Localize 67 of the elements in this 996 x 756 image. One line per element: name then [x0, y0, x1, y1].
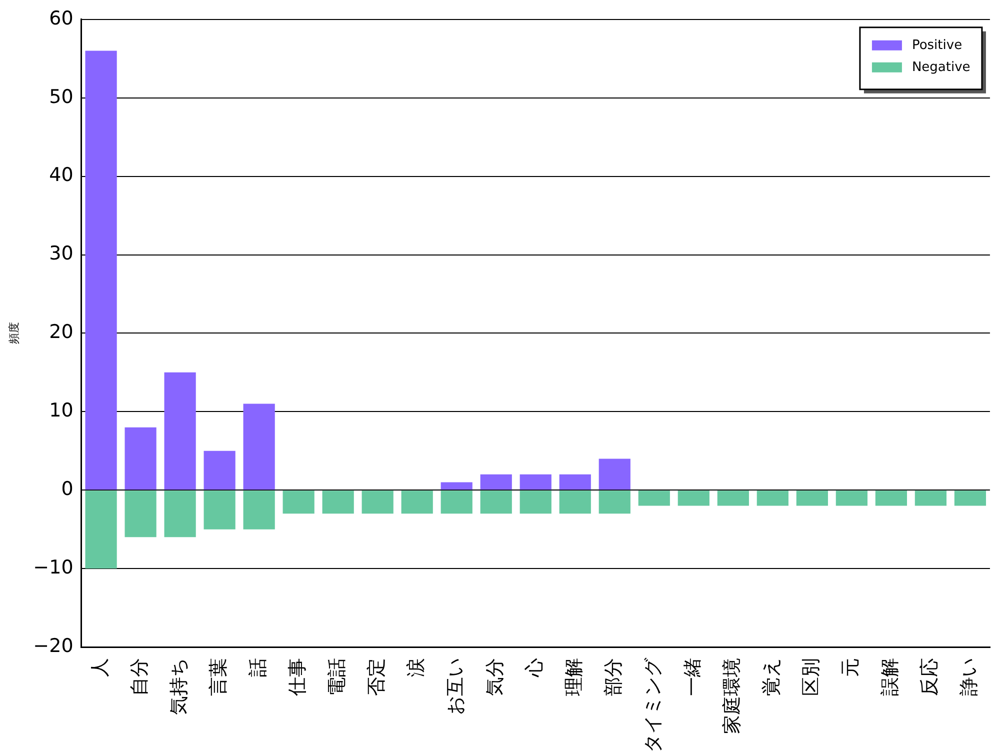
bar: [559, 490, 591, 514]
x-tick-label: 仕事: [286, 658, 309, 697]
bar: [638, 490, 670, 506]
bar: [204, 450, 236, 490]
y-tick-label: 40: [49, 164, 74, 186]
x-tick-label: 人: [88, 658, 111, 677]
bar: [282, 490, 314, 514]
bar: [124, 427, 156, 490]
bar: [480, 474, 512, 490]
x-tick-label: 涙: [405, 658, 428, 677]
y-tick-label: 30: [49, 242, 74, 265]
bar: [914, 490, 946, 506]
bar: [598, 458, 630, 490]
bar: [954, 490, 986, 506]
x-tick-label: 区別: [800, 658, 822, 696]
legend-label: Negative: [912, 60, 970, 75]
bar: [85, 490, 117, 569]
x-tick-label: 心: [524, 658, 546, 678]
bar: [836, 490, 868, 506]
bar: [440, 490, 472, 514]
x-tick-label: 誤解: [879, 658, 902, 696]
y-tick-label: 50: [49, 86, 74, 108]
bar: [796, 490, 828, 506]
x-tick-label: 一緒: [682, 658, 704, 696]
x-tick-label: タイミング: [642, 657, 664, 753]
bar: [164, 372, 196, 490]
bar: [362, 490, 394, 514]
y-tick-label: 20: [49, 321, 74, 344]
y-tick-label: 10: [49, 400, 74, 422]
bar: [717, 490, 749, 506]
bar: [875, 490, 907, 506]
x-tick-label: 話: [247, 658, 270, 677]
bar: [480, 490, 512, 514]
bar: [440, 482, 472, 490]
bar: [401, 490, 433, 514]
x-tick-label: 電話: [326, 658, 348, 696]
bar: [598, 490, 630, 514]
x-tick-label: 自分: [128, 658, 150, 696]
x-tick-label: 気持ち: [168, 658, 190, 715]
x-tick-label: お互い: [444, 658, 467, 715]
x-tick-label: 覚え: [760, 658, 783, 696]
x-tick-label: 家庭環境: [721, 658, 744, 734]
x-tick-label: 諍い: [958, 658, 980, 696]
bar: [164, 490, 196, 538]
bar: [678, 490, 710, 506]
x-tick-label: 部分: [602, 658, 625, 696]
bar: [520, 474, 552, 490]
x-tick-label: 元: [840, 658, 862, 677]
bar: [322, 490, 354, 514]
bar: [756, 490, 788, 506]
bar: [520, 490, 552, 514]
y-tick-label: 0: [61, 478, 74, 500]
y-tick-label: −10: [33, 556, 74, 578]
bar: [243, 490, 275, 530]
x-tick-label: 否定: [366, 658, 388, 696]
bar: [243, 404, 275, 490]
legend-label: Positive: [912, 38, 962, 53]
x-tick-label: 言葉: [208, 658, 230, 696]
x-tick-label: 反応: [918, 658, 941, 696]
x-tick-label: 理解: [563, 658, 586, 696]
bar: [124, 490, 156, 538]
bar: [559, 474, 591, 490]
y-axis-title: 頻度: [7, 322, 20, 344]
x-tick-label: 気分: [484, 658, 506, 696]
y-tick-label: 60: [49, 7, 74, 30]
y-tick-label: −20: [33, 634, 74, 657]
bar: [204, 490, 236, 530]
